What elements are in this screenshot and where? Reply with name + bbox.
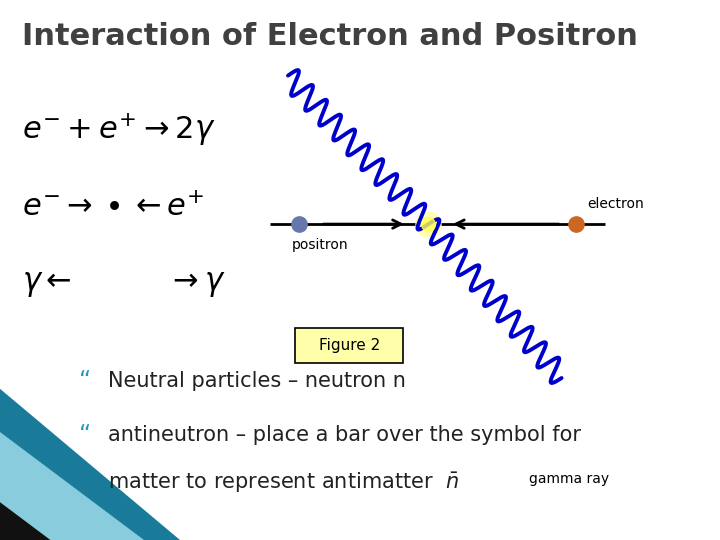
- Text: Interaction of Electron and Positron: Interaction of Electron and Positron: [22, 22, 637, 51]
- Polygon shape: [0, 432, 144, 540]
- Polygon shape: [0, 502, 50, 540]
- Text: “: “: [79, 369, 91, 393]
- Text: $e^{-} + e^{+} \rightarrow 2\gamma$: $e^{-} + e^{+} \rightarrow 2\gamma$: [22, 111, 215, 148]
- Text: “: “: [79, 423, 91, 447]
- Text: positron: positron: [292, 238, 348, 252]
- Text: $\gamma \leftarrow \quad\quad\quad \rightarrow \gamma$: $\gamma \leftarrow \quad\quad\quad \righ…: [22, 268, 225, 299]
- Text: Neutral particles – neutron n: Neutral particles – neutron n: [108, 370, 406, 391]
- Text: gamma ray: gamma ray: [528, 472, 609, 487]
- Text: electron: electron: [587, 197, 644, 211]
- Text: matter to represent antimatter  $\bar{n}$: matter to represent antimatter $\bar{n}$: [108, 471, 459, 495]
- Polygon shape: [0, 389, 180, 540]
- Text: $e^{-} \rightarrow \bullet \leftarrow e^{+}$: $e^{-} \rightarrow \bullet \leftarrow e^…: [22, 192, 204, 224]
- Text: Figure 2: Figure 2: [318, 338, 380, 353]
- FancyBboxPatch shape: [295, 328, 403, 363]
- Text: antineutron – place a bar over the symbol for: antineutron – place a bar over the symbo…: [108, 424, 581, 445]
